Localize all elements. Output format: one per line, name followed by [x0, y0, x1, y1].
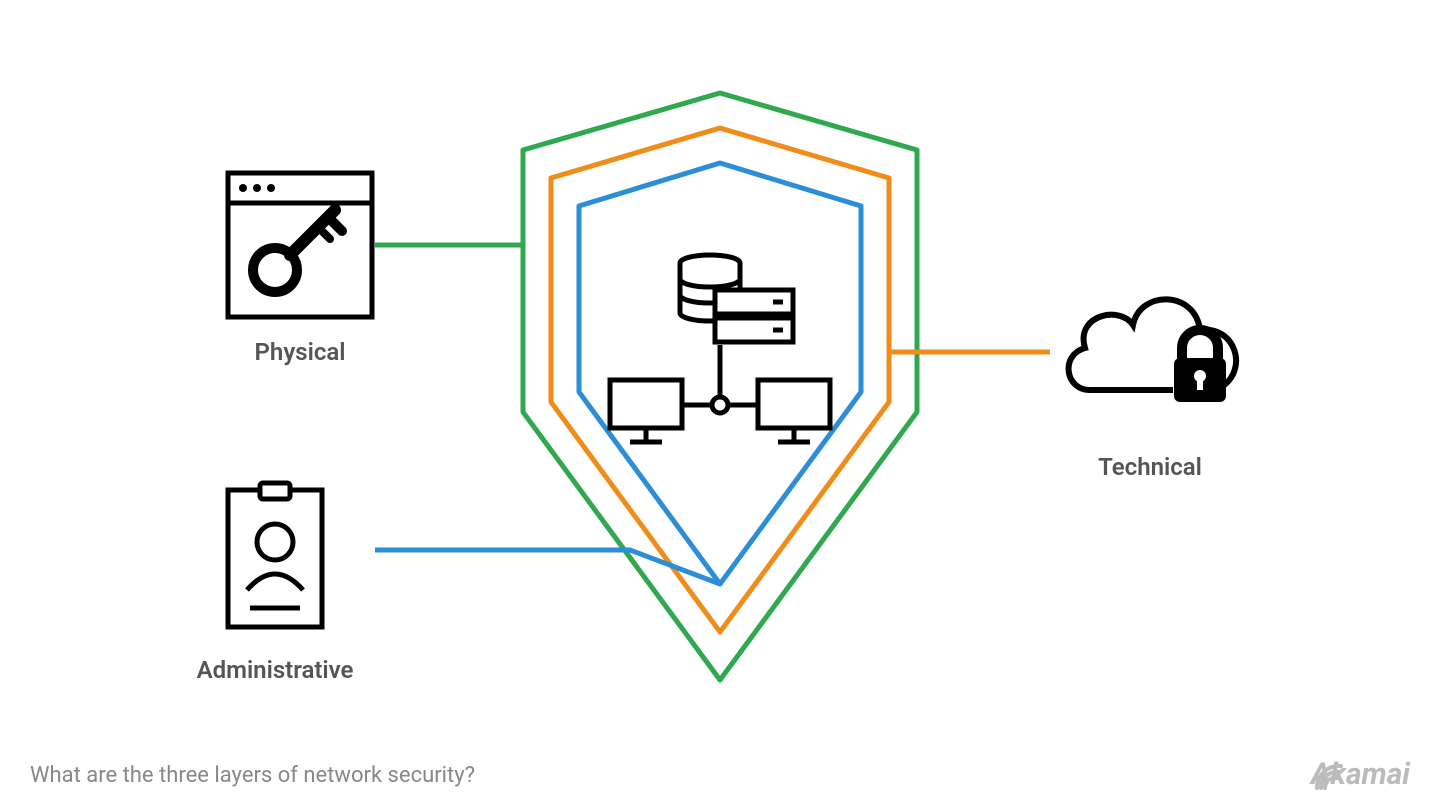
label-administrative: Administrative	[165, 656, 385, 684]
brand-logo: Akamai	[1311, 757, 1410, 792]
monitor-right-icon	[758, 380, 830, 442]
administrative-icon	[225, 480, 325, 630]
connector-administrative	[375, 550, 720, 584]
brand-wave-icon	[1311, 758, 1345, 792]
label-physical: Physical	[210, 338, 390, 366]
label-technical: Technical	[1075, 453, 1225, 481]
physical-icon	[225, 170, 375, 320]
technical-icon	[1055, 260, 1255, 430]
network-icon	[590, 245, 850, 475]
monitor-left-icon	[610, 380, 682, 442]
caption-text: What are the three layers of network sec…	[30, 763, 475, 788]
server-icon	[715, 290, 793, 342]
